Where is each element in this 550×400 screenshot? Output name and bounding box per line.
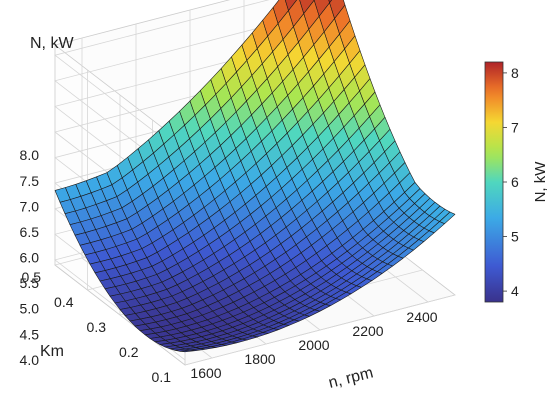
z-axis-label: N, kW	[30, 35, 74, 52]
y-tick-label: 0.5	[22, 269, 42, 285]
colorbar-tick-label: 6	[511, 174, 519, 190]
x-tick-label: 2400	[406, 309, 437, 325]
colorbar-tick-label: 7	[511, 119, 519, 135]
y-tick-label: 0.2	[119, 344, 139, 360]
z-tick-label: 4.5	[20, 326, 40, 342]
z-tick-label: 6.5	[20, 224, 40, 240]
surface-mesh	[54, 0, 456, 353]
y-tick-label: 0.1	[152, 369, 172, 385]
z-tick-label: 4.0	[20, 352, 40, 368]
y-tick-label: 0.4	[54, 294, 74, 310]
x-axis-label: n, rpm	[327, 364, 375, 391]
colorbar-tick-label: 5	[511, 229, 519, 245]
x-tick-label: 1800	[244, 351, 275, 367]
y-tick-label: 0.3	[87, 319, 107, 335]
colorbar: 4 5 6 7 8 N, kW	[484, 61, 549, 303]
z-tick-label: 7.0	[20, 198, 40, 214]
x-tick-label: 1600	[190, 365, 221, 381]
colorbar-tick-label: 8	[511, 65, 519, 81]
tick-labels: 4.0 4.5 5.0 5.5 6.0 6.5 7.0 7.5 8.0 1600 1800 2000 2…	[20, 147, 438, 385]
surface-cell	[439, 211, 456, 224]
z-tick-label: 5.5	[20, 275, 40, 291]
colorbar-gradient	[484, 61, 504, 303]
z-tick-label: 7.5	[20, 173, 40, 189]
y-axis-label: Km	[40, 343, 64, 360]
z-tick-label: 6.0	[20, 250, 40, 266]
colorbar-tick-label: 4	[511, 283, 519, 299]
x-tick-label: 2000	[298, 337, 329, 353]
colorbar-label: N, kW	[532, 161, 549, 203]
x-tick-label: 2200	[352, 323, 383, 339]
z-tick-label: 8.0	[20, 147, 40, 163]
z-tick-label: 5.0	[20, 301, 40, 317]
